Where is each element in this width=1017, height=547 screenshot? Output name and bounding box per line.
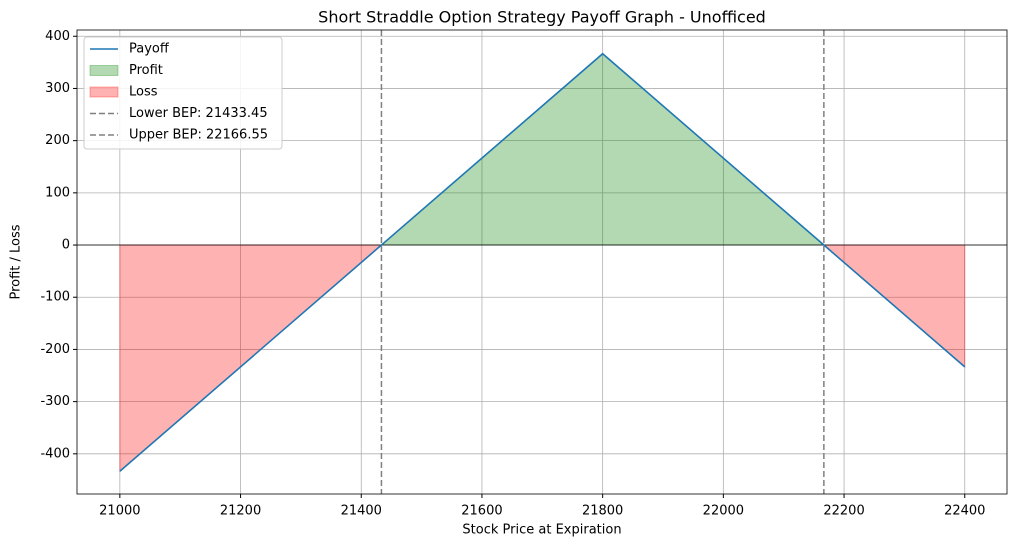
y-axis-label: Profit / Loss	[9, 224, 24, 299]
legend-swatch	[89, 86, 119, 98]
x-tick-label: 21200	[220, 504, 261, 519]
y-tick-label: -400	[40, 446, 70, 461]
legend-label: Payoff	[129, 42, 170, 57]
chart-title: Short Straddle Option Strategy Payoff Gr…	[318, 8, 766, 27]
legend-swatch	[89, 65, 119, 76]
plot-frame	[76, 29, 1008, 495]
x-axis-label: Stock Price at Expiration	[462, 523, 621, 538]
x-tick-label: 22200	[823, 504, 864, 519]
y-tick-label: 300	[45, 81, 70, 96]
legend-label: Upper BEP: 22166.55	[129, 128, 268, 143]
legend-box	[83, 36, 283, 150]
y-tick-label: -100	[40, 290, 70, 305]
x-tick-label: 21800	[582, 504, 623, 519]
legend-label: Lower BEP: 21433.45	[129, 106, 268, 121]
y-tick-label: -300	[40, 394, 70, 409]
x-tick-label: 22000	[703, 504, 744, 519]
y-tick-label: 0	[62, 238, 70, 253]
y-tick-label: 100	[45, 185, 70, 200]
y-tick-label: 400	[45, 29, 70, 44]
x-tick-label: 21600	[461, 504, 502, 519]
x-tick-label: 22400	[944, 504, 985, 519]
y-tick-label: -200	[40, 342, 70, 357]
y-tick-label: 200	[45, 133, 70, 148]
x-tick-label: 21400	[341, 504, 382, 519]
x-tick-label: 21000	[99, 504, 140, 519]
profit-area	[380, 53, 826, 246]
payoff-line	[119, 52, 966, 472]
legend-label: Loss	[129, 85, 158, 100]
legend-label: Profit	[129, 63, 163, 78]
